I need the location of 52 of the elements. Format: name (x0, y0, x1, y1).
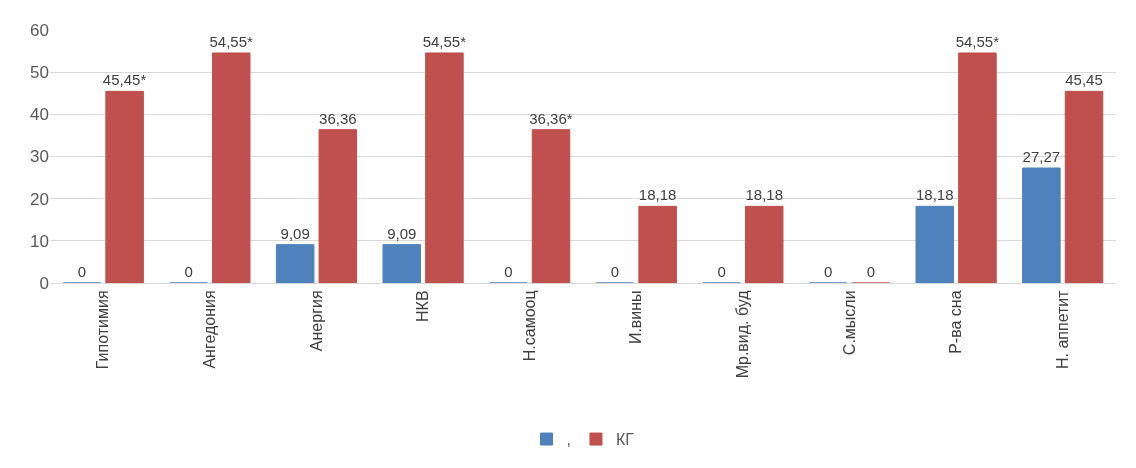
x-tick-label: Анергия (307, 290, 325, 352)
bar (318, 129, 358, 283)
data-label: 0 (866, 263, 875, 280)
data-label: 27,27 (1022, 148, 1061, 166)
bar (744, 205, 784, 283)
data-label: 0 (824, 263, 833, 280)
data-label: 18,18 (638, 186, 677, 204)
legend-label: КГ (615, 431, 635, 449)
bar (638, 205, 677, 283)
x-tick-label: Гипотимия (94, 290, 112, 370)
data-label: 36,36* (529, 109, 573, 127)
x-tick-label: Ангедония (201, 290, 219, 369)
data-label: 54,55* (955, 32, 1000, 50)
y-tick-label: 30 (30, 147, 49, 167)
y-tick-label: 40 (30, 105, 49, 125)
bar (1022, 167, 1061, 283)
y-tick-label: 20 (30, 189, 49, 209)
data-label: 36,36 (319, 109, 357, 127)
bar (105, 90, 144, 283)
data-label: 0 (717, 263, 726, 280)
x-tick-label: С.мысли (840, 290, 858, 356)
x-tick-label: И.вины (627, 290, 645, 345)
y-tick-label: 10 (30, 231, 49, 251)
data-label: 18,18 (916, 186, 954, 204)
bar (1064, 90, 1104, 283)
y-tick-label: 50 (30, 63, 49, 83)
x-tick-label: НКВ (414, 290, 432, 322)
x-tick-label: Мр.вид. буд (734, 289, 752, 379)
bar (958, 52, 997, 283)
bar (275, 244, 315, 283)
bar (382, 244, 422, 283)
bar (915, 205, 955, 283)
data-label: 0 (504, 263, 513, 280)
x-tick-label: Р-ва сна (947, 290, 965, 354)
y-tick-label: 60 (30, 20, 49, 40)
data-label: 54,55* (209, 32, 253, 50)
legend-label: , (566, 431, 571, 449)
data-label: 0 (77, 263, 87, 280)
y-tick-label: 0 (39, 273, 49, 293)
bar (211, 52, 251, 283)
data-label: 0 (610, 263, 620, 280)
data-label: 9,09 (280, 224, 310, 242)
data-label: 18,18 (745, 186, 783, 204)
data-label: 54,55* (422, 32, 467, 50)
bar (531, 129, 571, 283)
data-label: 45,45 (1065, 71, 1103, 89)
data-label: 0 (184, 263, 193, 280)
data-label: 9,09 (387, 224, 417, 242)
x-tick-label: Н. аппетит (1053, 289, 1071, 370)
bar (425, 52, 464, 283)
x-tick-label: Н.самооц (520, 290, 538, 362)
data-label: 45,45* (102, 71, 147, 89)
